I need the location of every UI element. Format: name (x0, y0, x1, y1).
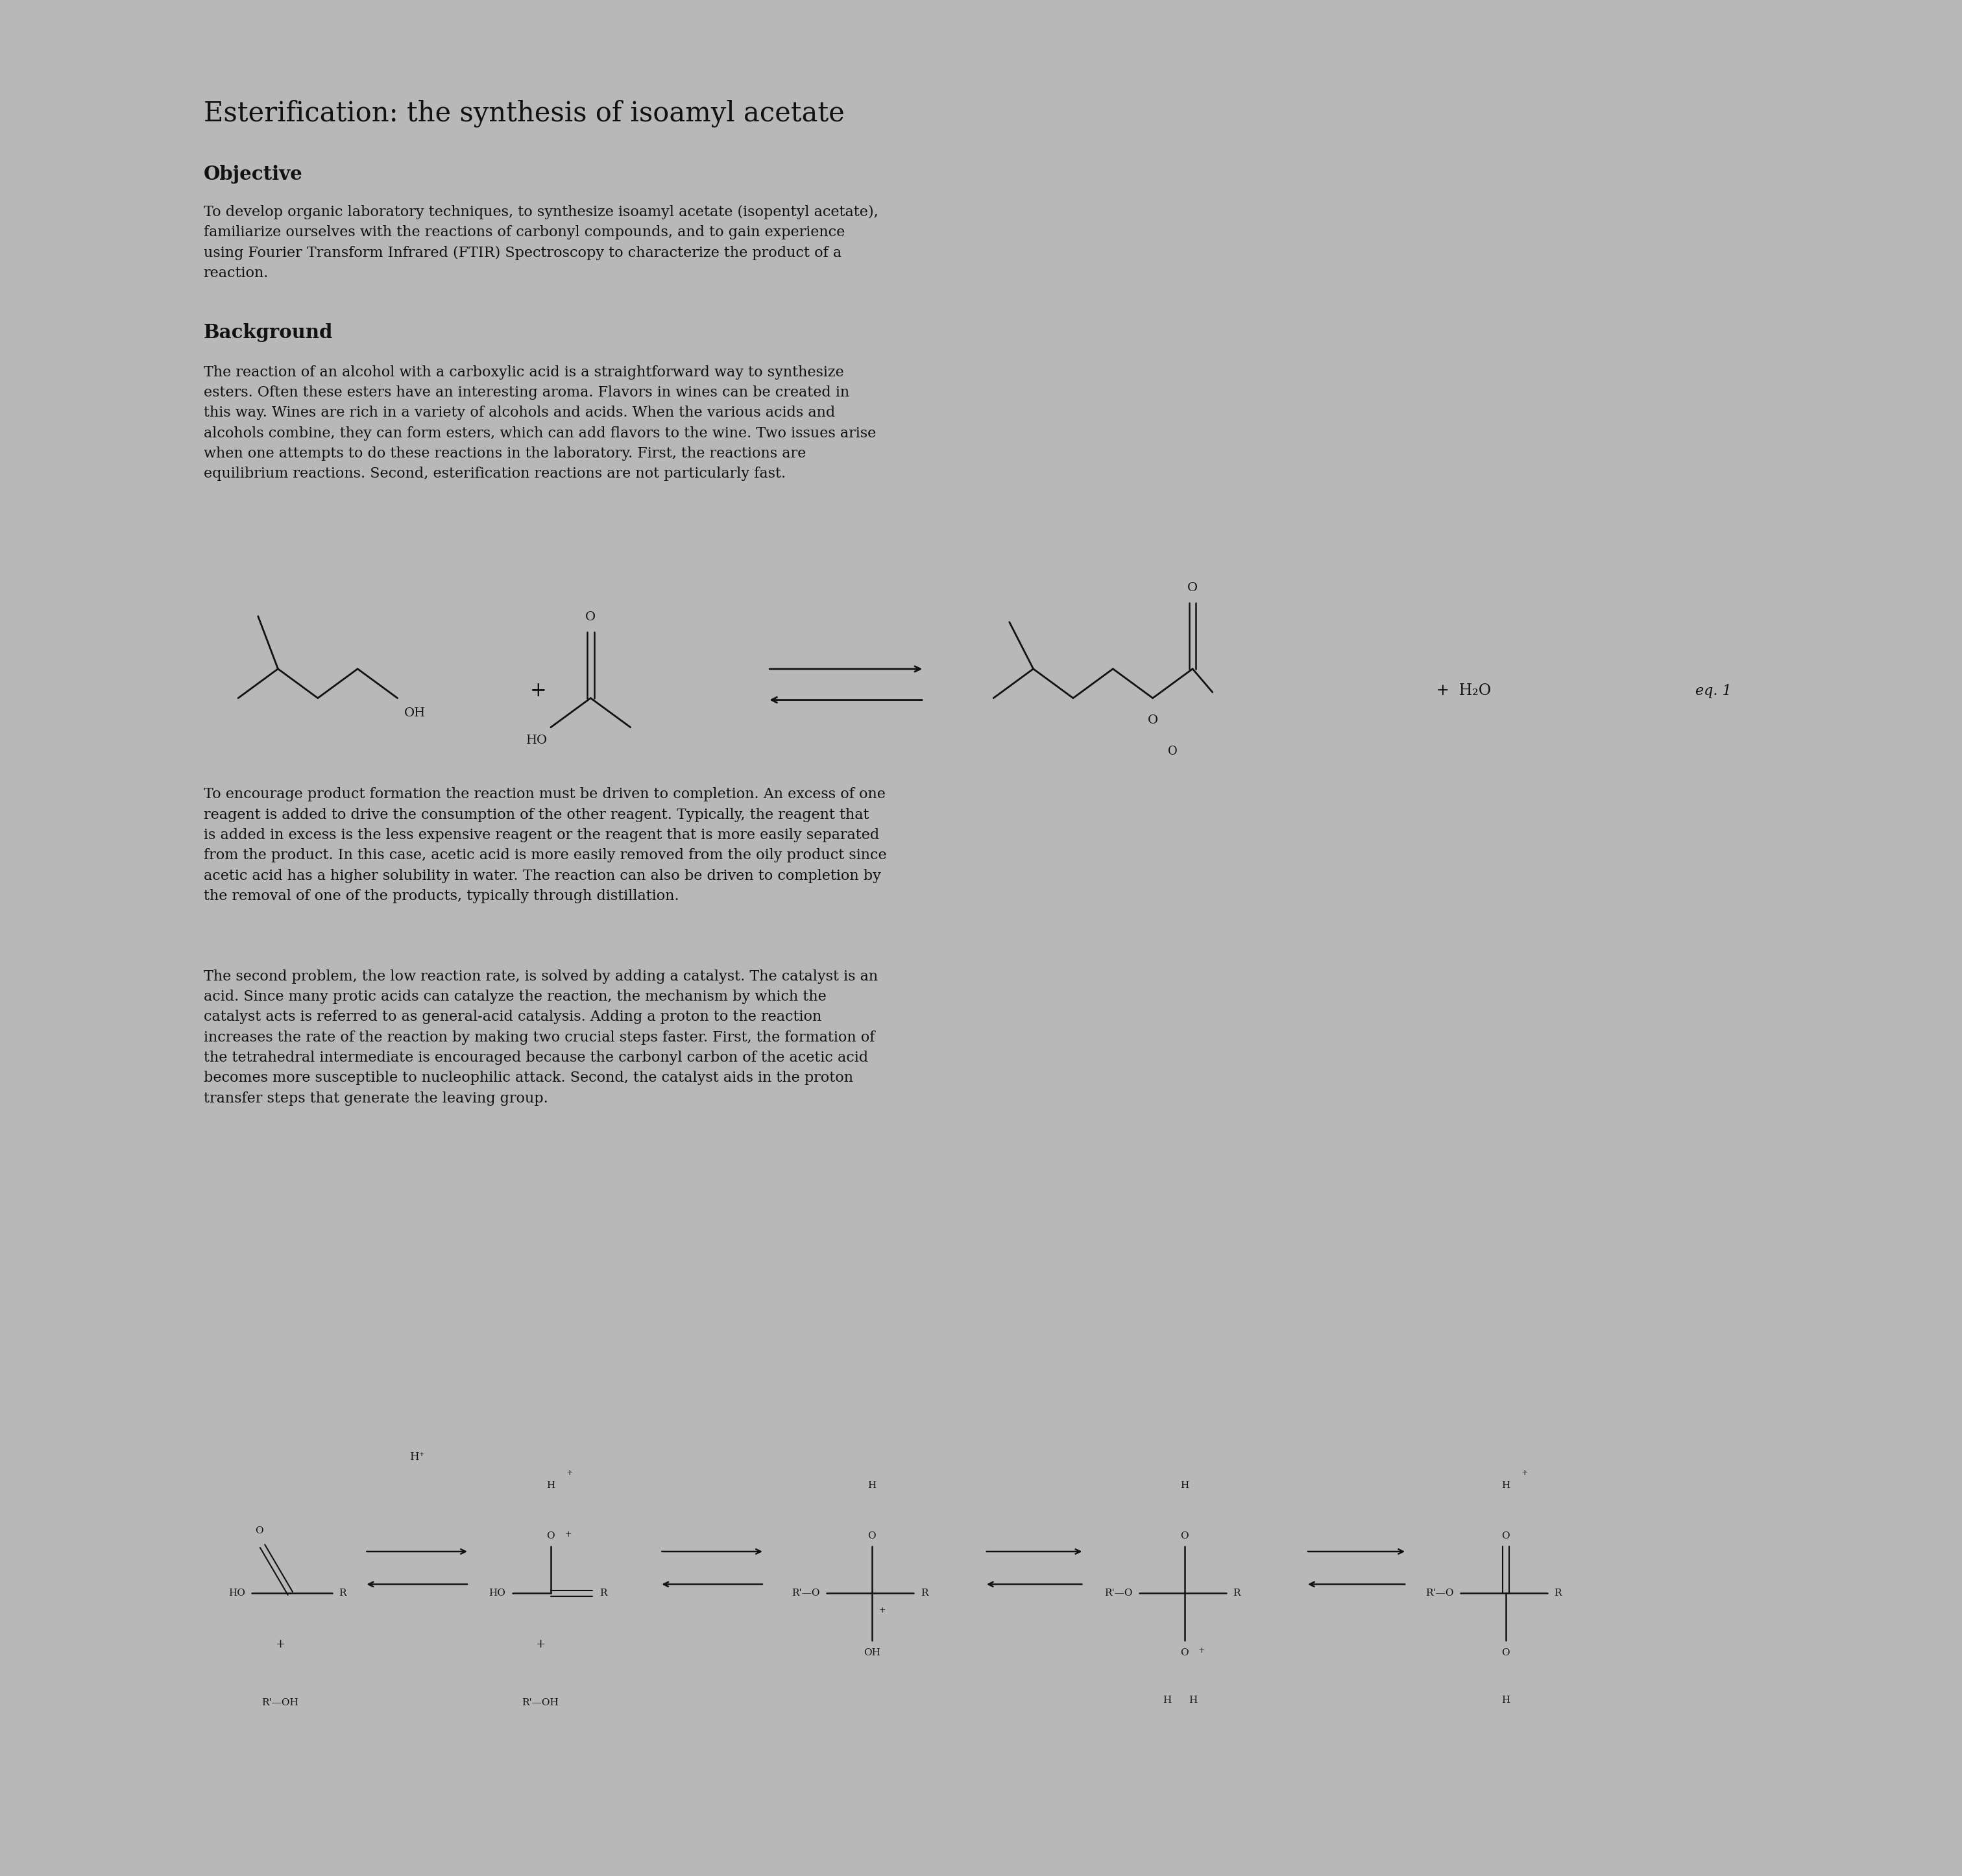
Text: O: O (1501, 1531, 1511, 1540)
Text: O: O (867, 1531, 875, 1540)
Text: +: + (530, 681, 547, 702)
Text: +: + (1199, 1645, 1205, 1655)
Text: HO: HO (526, 735, 547, 747)
Text: O: O (547, 1531, 555, 1540)
Text: R'—OH: R'—OH (522, 1698, 559, 1707)
Text: H: H (867, 1480, 877, 1490)
Text: The second problem, the low reaction rate, is solved by adding a catalyst. The c: The second problem, the low reaction rat… (204, 970, 877, 1105)
Text: R: R (1232, 1589, 1240, 1598)
Text: O: O (255, 1525, 263, 1535)
Text: R'—O: R'—O (1105, 1589, 1132, 1598)
Text: O: O (1187, 582, 1199, 593)
Text: +: + (565, 1531, 571, 1538)
Text: R: R (598, 1589, 606, 1598)
Text: H: H (1181, 1480, 1189, 1490)
Text: R: R (920, 1589, 928, 1598)
Text: +  H₂O: + H₂O (1436, 683, 1491, 698)
Text: eq. 1: eq. 1 (1695, 683, 1730, 698)
Text: R'—O: R'—O (1424, 1589, 1454, 1598)
Text: +: + (1521, 1469, 1528, 1476)
Text: O: O (1148, 715, 1158, 726)
Text: O: O (1167, 745, 1177, 758)
Text: R: R (339, 1589, 347, 1598)
Text: R'—OH: R'—OH (261, 1698, 298, 1707)
Text: H: H (1163, 1696, 1171, 1705)
Text: +: + (567, 1469, 573, 1476)
Text: Background: Background (204, 323, 334, 341)
Text: H: H (545, 1480, 555, 1490)
Text: O: O (1181, 1531, 1189, 1540)
Text: H: H (1189, 1696, 1197, 1705)
Text: Esterification: the synthesis of isoamyl acetate: Esterification: the synthesis of isoamyl… (204, 99, 844, 128)
Text: +: + (536, 1638, 545, 1651)
Text: H: H (1501, 1480, 1511, 1490)
Text: H⁺: H⁺ (410, 1452, 424, 1463)
Text: To develop organic laboratory techniques, to synthesize isoamyl acetate (isopent: To develop organic laboratory techniques… (204, 204, 879, 280)
Text: HO: HO (489, 1589, 506, 1598)
Text: HO: HO (228, 1589, 245, 1598)
Text: The reaction of an alcohol with a carboxylic acid is a straightforward way to sy: The reaction of an alcohol with a carbox… (204, 366, 875, 480)
Text: To encourage product formation the reaction must be driven to completion. An exc: To encourage product formation the react… (204, 788, 887, 902)
Text: O: O (1501, 1647, 1511, 1657)
Text: O: O (1181, 1647, 1189, 1657)
Text: Objective: Objective (204, 165, 302, 184)
Text: OH: OH (404, 707, 426, 719)
Text: +: + (879, 1606, 885, 1615)
Text: R'—O: R'—O (791, 1589, 820, 1598)
Text: +: + (275, 1638, 284, 1651)
Text: O: O (585, 612, 596, 623)
Text: R: R (1554, 1589, 1562, 1598)
Text: OH: OH (863, 1647, 881, 1657)
Text: H: H (1501, 1696, 1511, 1705)
